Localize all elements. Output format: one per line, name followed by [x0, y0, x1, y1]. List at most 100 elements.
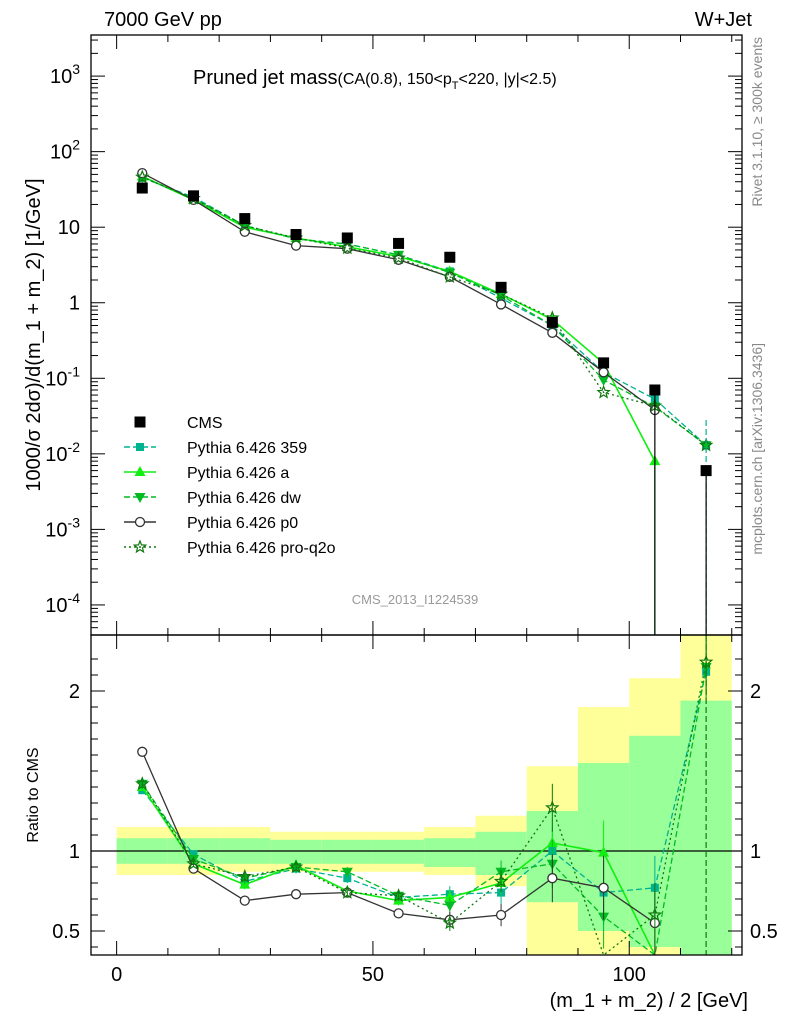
legend: CMS Pythia 6.426 359 Pythia 6.426 a Pythia …	[124, 415, 336, 557]
ratio-line-0	[141, 671, 707, 899]
cms-data-point	[546, 316, 558, 328]
y-tick-label: 1	[69, 293, 80, 315]
energy-label: 7000 GeV pp	[104, 9, 222, 31]
legend-marker	[134, 516, 146, 528]
legend-label: Pythia 6.426 pro-q2o	[187, 540, 336, 557]
ratio-y-tick-label: 2	[69, 681, 80, 703]
ratio-point-3	[598, 882, 609, 893]
ratio-point-4	[647, 907, 663, 922]
ratio-point-4	[340, 884, 355, 899]
y-tick-label: 10-2	[45, 439, 80, 466]
band-inner	[321, 839, 373, 864]
bottom-series	[135, 635, 714, 957]
ratio-point-4	[391, 888, 406, 903]
y-tick-label: 10-1	[45, 363, 80, 390]
series-line-4	[142, 176, 707, 446]
plot-title-main: Pruned jet mass	[193, 67, 338, 89]
x-tick-label: 0	[111, 964, 122, 986]
plot-title-sub: T	[452, 80, 459, 92]
x-tick-label: 100	[613, 964, 646, 986]
ratio-point-1	[444, 891, 456, 902]
cms-data-point	[136, 182, 148, 194]
plot-title-suffix2: <220, |y|<2.5)	[459, 71, 557, 88]
legend-marker	[132, 539, 148, 554]
y-tick-label: 10-4	[45, 590, 80, 617]
ratio-point-3	[137, 746, 148, 757]
ratio-point-1	[598, 846, 610, 857]
series-line-2	[142, 176, 707, 446]
rivet-label: Rivet 3.1.10, ≥ 300k events	[749, 37, 765, 207]
process-label: W+Jet	[695, 9, 753, 31]
cms-data-point	[598, 357, 610, 369]
y-tick-label: 103	[50, 61, 80, 88]
ratio-point-3	[547, 873, 558, 884]
ratio-point-3	[393, 908, 404, 919]
x-axis-title: (m_1 + m_2) / 2 [GeV]	[550, 990, 748, 1012]
legend-marker	[134, 493, 146, 503]
ratio-point-4	[442, 915, 458, 930]
ratio-point-4	[288, 859, 304, 874]
ratio-line-2	[141, 666, 707, 957]
x-tick-label: 50	[362, 964, 384, 986]
ratio-y-tick-label-right: 2	[750, 681, 761, 703]
series-point-4	[391, 250, 406, 265]
legend-label: CMS	[187, 415, 223, 432]
legend-label: Pythia 6.426 p0	[187, 515, 298, 532]
series-point-3	[495, 299, 507, 310]
ratio-y-tick-label: 0.5	[52, 921, 80, 943]
plot-title: Pruned jet mass(CA(0.8), 150<pT<220, |y|…	[193, 67, 557, 92]
bottom-axes: 0.5 0.5 1 1 2 2 0 50 100	[52, 635, 778, 986]
y-tick-label: 10	[58, 217, 80, 239]
legend-marker	[134, 466, 146, 476]
cms-data-point	[495, 281, 507, 293]
ratio-y-tick-label-right: 0.5	[750, 921, 778, 943]
series-point-4	[340, 240, 355, 255]
legend-marker	[136, 443, 144, 451]
ratio-point-3	[495, 909, 507, 921]
analysis-id-watermark: CMS_2013_I1224539	[352, 592, 479, 607]
ratio-point-2	[341, 867, 353, 878]
y-tick-label: 102	[50, 137, 80, 164]
mcplots-label: mcplots.cern.ch [arXiv:1306.3436]	[749, 343, 765, 555]
series-point-4	[596, 384, 611, 399]
ratio-y-tick-label-right: 1	[750, 841, 761, 863]
ratio-point-0	[343, 874, 352, 883]
top-axes: 10-4 10-3 10-2 10-1 1 10 102 103	[45, 35, 742, 636]
cms-data-point	[700, 465, 712, 477]
cms-data-point	[290, 229, 302, 241]
series-point-3	[598, 367, 609, 378]
bottom-y-axis-title: Ratio to CMS	[25, 747, 42, 842]
cms-data-point	[393, 237, 405, 249]
ratio-point-3	[239, 895, 250, 906]
cms-data-point	[188, 190, 200, 202]
cms-data-point	[341, 232, 353, 244]
series-line-3	[141, 172, 656, 411]
cms-data-point	[444, 251, 456, 263]
band-inner	[372, 839, 425, 864]
band-inner	[424, 838, 476, 867]
bottom-frame	[90, 634, 743, 956]
series-point-4	[135, 169, 150, 184]
ratio-point-2	[188, 855, 200, 865]
ratio-point-4	[237, 868, 253, 883]
ratio-point-4	[186, 856, 201, 871]
top-y-axis-title: 1000/σ 2dσ)/d(m_1 + m_2) [1/GeV]	[23, 178, 45, 491]
ratio-point-4	[545, 800, 560, 815]
cms-data-point	[239, 213, 251, 225]
legend-label: Pythia 6.426 a	[187, 465, 289, 482]
ratio-y-tick-label: 1	[69, 841, 80, 863]
legend-marker	[134, 416, 146, 428]
legend-label: Pythia 6.426 359	[187, 440, 307, 457]
plot-title-suffix: (CA(0.8), 150<p	[338, 71, 452, 88]
ratio-point-0	[189, 850, 198, 859]
ratio-point-2	[444, 901, 456, 912]
series-point-4	[442, 269, 458, 284]
cms-data-point	[649, 384, 661, 396]
ratio-point-4	[493, 873, 509, 888]
series-point-3	[547, 327, 558, 338]
series-point-2	[598, 375, 610, 386]
y-tick-label: 10-3	[45, 514, 80, 541]
ratio-uncertainty-bands	[116, 635, 732, 955]
top-series	[135, 167, 714, 635]
